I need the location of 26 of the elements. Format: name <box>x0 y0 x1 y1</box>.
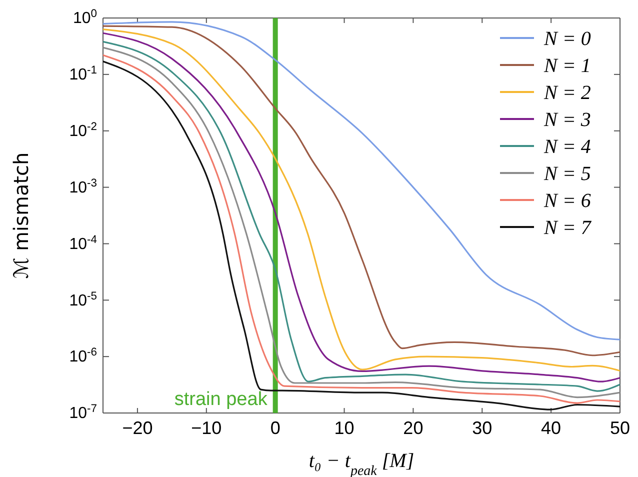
legend-label: N = 4 <box>543 136 591 158</box>
legend-label: N = 2 <box>543 82 591 104</box>
x-tick-label: 50 <box>610 418 630 438</box>
legend-label: N = 1 <box>543 55 591 77</box>
legend-label: N = 6 <box>543 190 591 212</box>
x-tick-label: 10 <box>334 418 354 438</box>
legend-label: N = 7 <box>543 217 592 239</box>
x-tick-label: 30 <box>472 418 492 438</box>
x-tick-label: −20 <box>122 418 153 438</box>
y-tick-label: 10$^{0}$ <box>72 8 97 28</box>
legend-label: N = 0 <box>543 28 591 50</box>
y-tick-label: 10$^{-6}$ <box>69 346 97 366</box>
legend-label: N = 3 <box>543 109 591 131</box>
y-tick-label: 10$^{-5}$ <box>69 290 97 310</box>
y-tick-label: 10$^{-2}$ <box>69 120 97 140</box>
ref-line-label: strain peak <box>174 389 268 410</box>
y-tick-label: 10$^{-4}$ <box>69 234 97 253</box>
x-tick-label: 20 <box>403 418 424 438</box>
x-tick-label: 0 <box>270 418 280 438</box>
y-tick-label: 10$^{-7}$ <box>69 403 97 422</box>
x-tick-label: −10 <box>191 418 222 438</box>
y-axis-title: ℳ mismatch <box>9 152 33 279</box>
y-tick-label: 10$^{-1}$ <box>69 64 97 84</box>
legend-label: N = 5 <box>543 163 591 185</box>
y-tick-label: 10$^{-3}$ <box>69 177 97 196</box>
x-tick-label: 40 <box>541 418 562 438</box>
